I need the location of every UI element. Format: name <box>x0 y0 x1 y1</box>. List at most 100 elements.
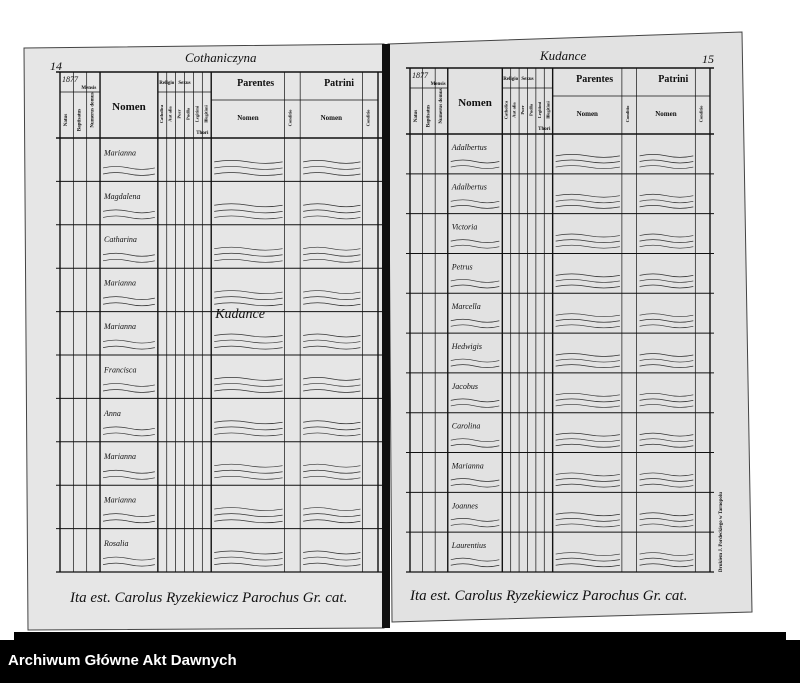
handwriting <box>303 383 361 387</box>
handwriting <box>303 507 361 511</box>
handwriting <box>639 404 694 408</box>
handwriting <box>102 519 155 524</box>
handwriting <box>214 160 283 164</box>
handwriting <box>303 160 361 164</box>
handwriting <box>450 358 500 363</box>
page-number: 15 <box>702 52 714 66</box>
handwriting <box>639 353 694 357</box>
handwriting <box>450 557 500 562</box>
column-label: Conditio <box>365 109 370 127</box>
column-label: Aut alia <box>512 102 517 118</box>
handwriting <box>214 556 283 561</box>
handwriting <box>102 513 155 517</box>
handwriting <box>102 172 155 176</box>
handwriting <box>450 205 500 209</box>
column-label: Legitimi <box>194 105 199 122</box>
handwriting <box>102 252 155 257</box>
handwriting <box>214 519 283 524</box>
handwriting <box>450 199 500 204</box>
handwriting <box>214 562 283 567</box>
handwriting <box>555 159 620 164</box>
handwriting <box>555 517 620 522</box>
thori-label: Thori <box>196 131 209 136</box>
handwriting <box>214 246 283 251</box>
parentes-nomen: Nomen <box>237 114 258 122</box>
handwriting <box>639 313 694 318</box>
signature: Ita est. Carolus Ryzekiewicz Parochus Gr… <box>69 590 347 606</box>
handwriting <box>214 345 283 350</box>
handwriting <box>303 172 361 176</box>
handwriting <box>450 244 500 249</box>
handwriting <box>639 398 694 403</box>
handwriting <box>303 556 361 561</box>
handwriting <box>102 469 155 474</box>
patrini-nomen: Nomen <box>321 114 342 122</box>
handwriting <box>639 239 694 243</box>
handwriting <box>555 478 620 482</box>
handwriting <box>555 313 620 318</box>
handwriting <box>303 550 361 555</box>
handwriting <box>102 475 155 480</box>
handwriting <box>303 562 361 567</box>
parentes-heading: Parentes <box>237 78 274 89</box>
handwriting <box>214 550 283 555</box>
handwriting <box>555 279 620 283</box>
handwriting <box>214 203 283 208</box>
handwriting <box>450 279 500 283</box>
handwriting <box>214 463 283 468</box>
handwriting <box>555 438 620 443</box>
handwriting <box>214 389 283 393</box>
patrini-heading: Patrini <box>658 74 688 85</box>
handwriting <box>303 252 361 257</box>
handwriting <box>639 512 694 517</box>
handwriting <box>639 392 694 397</box>
handwriting <box>303 246 361 251</box>
nomen-heading: Nomen <box>112 101 146 113</box>
handwriting <box>639 324 694 329</box>
handwriting <box>450 404 500 408</box>
handwriting <box>555 273 620 278</box>
handwriting <box>450 284 500 289</box>
child-name: Carolina <box>452 422 481 431</box>
handwriting <box>214 475 283 480</box>
column-label: Numerus domus <box>439 88 444 123</box>
handwriting <box>639 165 694 169</box>
column-label: Baptisatus <box>427 105 432 128</box>
handwriting <box>639 438 694 443</box>
handwriting <box>555 353 620 357</box>
handwriting <box>639 279 694 283</box>
column-label: Illegitimi <box>545 101 550 119</box>
handwriting <box>639 318 694 323</box>
handwriting <box>303 463 361 468</box>
handwriting <box>639 478 694 482</box>
column-label: Catholica <box>503 100 508 119</box>
band <box>14 632 786 640</box>
handwriting <box>639 154 694 158</box>
child-name: Rosalia <box>103 539 128 548</box>
gutter <box>382 44 390 628</box>
handwriting <box>555 154 620 158</box>
handwriting <box>303 258 361 263</box>
handwriting <box>303 426 361 431</box>
column-label: Conditio <box>698 105 703 123</box>
handwriting <box>555 205 620 209</box>
patrini-heading: Patrini <box>324 78 354 89</box>
child-name: Marianna <box>103 322 136 331</box>
handwriting <box>303 296 361 300</box>
mensis-label: Mensis <box>431 82 446 87</box>
handwriting <box>102 556 155 561</box>
handwriting <box>639 523 694 528</box>
handwriting <box>639 205 694 209</box>
handwriting <box>303 475 361 480</box>
mensis-label: Mensis <box>81 86 96 91</box>
handwriting <box>639 193 694 198</box>
handwriting <box>555 392 620 397</box>
handwriting <box>214 426 283 431</box>
handwriting <box>214 333 283 338</box>
handwriting <box>555 324 620 329</box>
handwriting <box>450 398 500 403</box>
handwriting <box>555 563 620 568</box>
handwriting <box>450 563 500 568</box>
handwriting <box>102 432 155 437</box>
